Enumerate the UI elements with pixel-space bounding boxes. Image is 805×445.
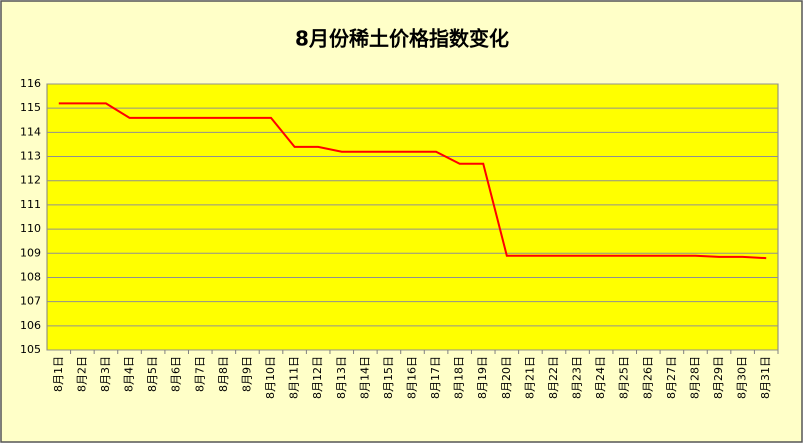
x-tick-label: 8月28日 <box>688 356 701 399</box>
x-tick-label: 8月8日 <box>217 356 230 392</box>
x-tick-label: 8月3日 <box>99 356 112 392</box>
x-tick-label: 8月29日 <box>712 356 725 399</box>
x-tick-label: 8月10日 <box>264 356 277 399</box>
x-tick-label: 8月18日 <box>453 356 466 399</box>
x-tick-label: 8月12日 <box>311 356 324 399</box>
y-tick-label: 108 <box>20 270 41 283</box>
y-tick-label: 105 <box>20 343 41 356</box>
x-tick-label: 8月16日 <box>406 356 419 399</box>
x-tick-label: 8月9日 <box>240 356 253 392</box>
x-tick-label: 8月25日 <box>618 356 631 399</box>
chart-title: 8月份稀土价格指数变化 <box>295 27 509 51</box>
x-tick-label: 8月14日 <box>358 356 371 399</box>
x-tick-label: 8月30日 <box>736 356 749 399</box>
x-tick-label: 8月15日 <box>382 356 395 399</box>
data-line <box>58 102 767 260</box>
x-tick-label: 8月22日 <box>547 356 560 399</box>
y-tick-label: 112 <box>20 174 41 187</box>
x-tick-label: 8月4日 <box>123 356 136 392</box>
x-tick-label: 8月19日 <box>476 356 489 399</box>
x-tick-label: 8月1日 <box>52 356 65 392</box>
y-tick-label: 116 <box>20 77 41 90</box>
plot-area <box>46 83 779 351</box>
x-tick-label: 8月27日 <box>665 356 678 399</box>
y-tick-label: 107 <box>20 295 41 308</box>
x-tick-label: 8月11日 <box>288 356 301 399</box>
y-tick-label: 115 <box>20 101 41 114</box>
x-tick-label: 8月17日 <box>429 356 442 399</box>
y-tick-label: 109 <box>20 246 41 259</box>
x-tick-label: 8月21日 <box>523 356 536 399</box>
x-tick-label: 8月26日 <box>641 356 654 399</box>
x-tick-label: 8月5日 <box>146 356 159 392</box>
y-tick-label: 111 <box>20 198 41 211</box>
x-tick-label: 8月7日 <box>193 356 206 392</box>
x-tick-label: 8月24日 <box>594 356 607 399</box>
x-tick-label: 8月23日 <box>571 356 584 399</box>
y-tick-label: 106 <box>20 319 41 332</box>
y-tick-label: 110 <box>20 222 41 235</box>
x-tick-label: 8月6日 <box>170 356 183 392</box>
x-tick-label: 8月31日 <box>759 356 772 399</box>
x-tick-label: 8月2日 <box>75 356 88 392</box>
y-tick-label: 114 <box>20 125 41 138</box>
x-tick-label: 8月20日 <box>500 356 513 399</box>
x-tick-label: 8月13日 <box>335 356 348 399</box>
y-tick-label: 113 <box>20 150 41 163</box>
